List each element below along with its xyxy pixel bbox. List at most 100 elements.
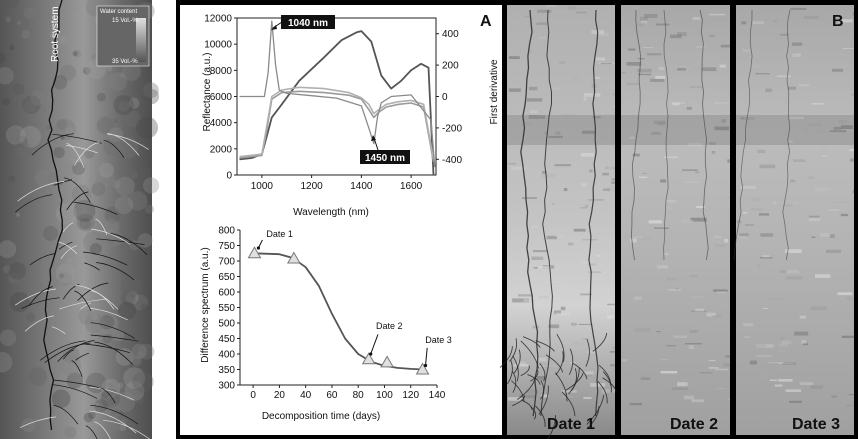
soil-speck: [49, 29, 60, 40]
soil-speck: [4, 0, 20, 9]
soil-speck: [719, 64, 726, 68]
soil-speck: [527, 50, 533, 54]
soil-speck: [739, 233, 749, 236]
lateral-root: [52, 384, 98, 399]
root-trace: [663, 9, 669, 261]
soil-speck: [668, 250, 672, 254]
lateral-root: [59, 298, 106, 310]
date-annotation-arrow: [425, 347, 428, 366]
root-trace: [565, 372, 584, 391]
soil-speck: [103, 138, 121, 156]
soil-speck: [841, 125, 853, 129]
soil-speck: [779, 270, 787, 273]
soil-speck: [526, 389, 539, 394]
soil-speck: [699, 372, 713, 374]
soil-speck: [781, 340, 792, 344]
soil-speck: [826, 249, 841, 253]
panel-b: B Date 1 Date 2 Date 3: [499, 5, 854, 439]
soil-speck: [660, 371, 678, 374]
soil-speck: [640, 377, 651, 380]
soil-speck: [841, 335, 854, 338]
lateral-root: [107, 133, 140, 156]
lateral-root: [21, 297, 60, 309]
panel-b-root-traces: [499, 9, 791, 439]
soil-speck: [22, 95, 41, 114]
spectrum-line-4: [239, 20, 436, 168]
soil-speck: [46, 172, 60, 186]
soil-speck: [778, 379, 793, 382]
soil-speck: [130, 170, 139, 179]
soil-speck: [637, 73, 651, 76]
lateral-root: [29, 253, 55, 266]
soil-speck: [708, 367, 719, 369]
soil-speck: [794, 202, 798, 204]
soil-speck: [803, 15, 819, 19]
soil-speck: [749, 251, 755, 253]
soil-speck: [849, 149, 854, 152]
soil-speck: [626, 82, 640, 85]
annotation-1040: 1040 nm: [271, 15, 335, 30]
soil-speck: [691, 399, 704, 403]
soil-speck: [656, 331, 661, 333]
soil-speck: [45, 124, 51, 130]
soil-speck: [512, 298, 530, 303]
soil-speck: [666, 345, 676, 347]
soil-speck: [723, 363, 730, 367]
soil-speck: [9, 44, 15, 51]
soil-speck: [809, 217, 821, 222]
soil-speck: [65, 126, 75, 136]
soil-speck: [677, 68, 687, 71]
soil-speck: [759, 213, 769, 216]
soil-speck: [671, 387, 689, 390]
soil-speck: [709, 57, 719, 61]
soil-speck: [96, 92, 106, 102]
soil-speck: [567, 242, 574, 246]
lateral-root: [89, 410, 137, 434]
soil-speck: [765, 344, 775, 348]
soil-speck: [587, 271, 601, 273]
root-trace: [513, 349, 521, 374]
lateral-root: [91, 290, 115, 310]
soil-speck: [842, 48, 854, 49]
soil-speck: [124, 381, 145, 401]
lateral-root: [24, 315, 55, 332]
legend-title: Water content: [100, 9, 137, 15]
y-tick-label: 10000: [204, 40, 232, 51]
soil-speck: [851, 93, 854, 96]
soil-speck: [759, 164, 776, 169]
soil-speck: [607, 303, 615, 306]
soil-speck: [796, 184, 800, 189]
lateral-root: [90, 228, 131, 245]
annotation-1450: 1450 nm: [360, 135, 410, 164]
lateral-root: [53, 404, 79, 425]
difference-tick-labels: 0 20 40 60 80 100 120 140 300 350 400 450 500 550 600 6…: [218, 226, 445, 402]
soil-speck: [66, 372, 84, 389]
soil-speck: [106, 404, 121, 419]
soil-speck: [667, 288, 682, 291]
soil-speck: [538, 295, 549, 299]
soil-speck: [580, 153, 595, 157]
soil-speck: [690, 296, 705, 298]
soil-speck: [772, 201, 777, 205]
soil-speck: [706, 312, 716, 317]
y-tick-label: 400: [218, 350, 235, 361]
soil-speck: [558, 61, 566, 64]
soil-band: [736, 115, 854, 145]
soil-speck: [2, 98, 11, 106]
soil-speck: [627, 48, 636, 51]
soil-speck: [95, 169, 115, 188]
soil-speck: [720, 44, 730, 48]
soil-speck: [23, 6, 37, 20]
soil-speck: [785, 269, 800, 274]
soil-speck: [521, 352, 532, 354]
soil-speck: [518, 294, 533, 297]
soil-speck: [681, 220, 694, 223]
soil-speck: [532, 325, 540, 329]
soil-speck: [714, 102, 729, 104]
lateral-root: [107, 232, 148, 255]
soil-speck: [26, 312, 36, 322]
soil-speck: [133, 393, 145, 405]
soil-speck: [143, 88, 160, 105]
y-tick-label: 600: [218, 288, 235, 299]
